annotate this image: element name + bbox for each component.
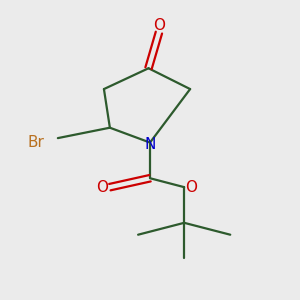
Text: O: O	[186, 180, 198, 195]
Text: N: N	[144, 136, 156, 152]
Text: O: O	[153, 18, 165, 33]
Text: Br: Br	[27, 135, 44, 150]
Text: O: O	[96, 180, 108, 195]
